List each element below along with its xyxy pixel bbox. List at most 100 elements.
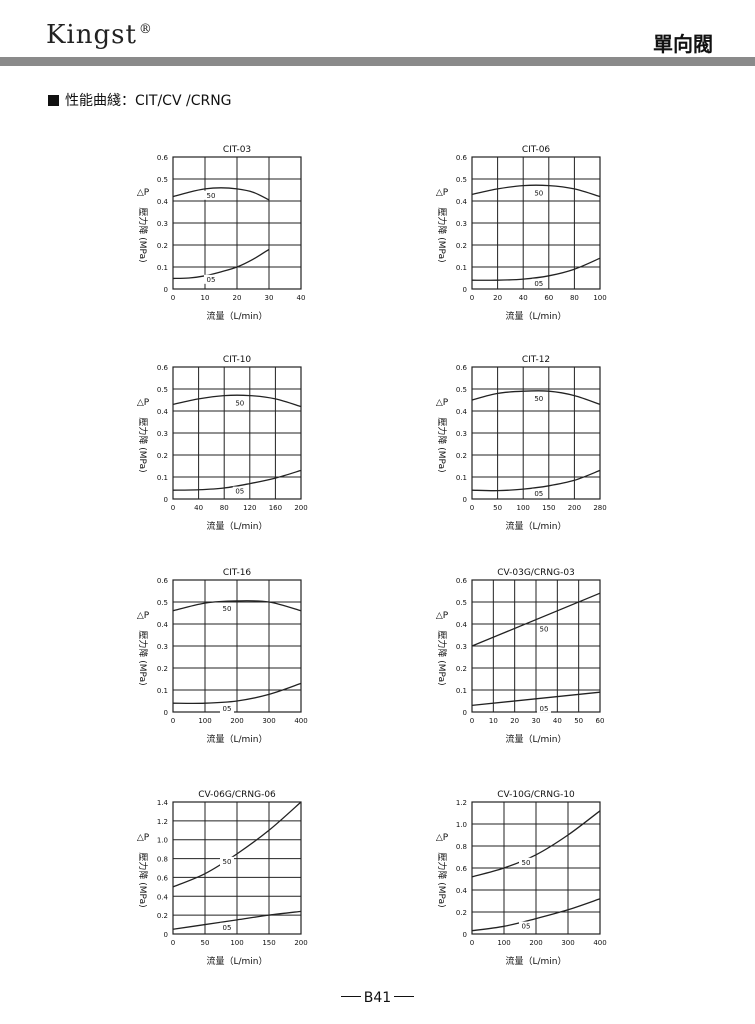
y-tick-label: 0	[164, 709, 168, 717]
plot-frame	[172, 801, 302, 935]
y-tick-label: 1.2	[157, 818, 168, 826]
series-label-bg	[519, 921, 533, 931]
series-label-bg	[220, 922, 234, 932]
y-tick-label: 0.2	[456, 242, 467, 250]
y-tick-label: 0.4	[456, 198, 468, 206]
y-tick-label: 0.6	[157, 364, 169, 372]
y-tick-label: 0.1	[157, 474, 168, 482]
series-line-05	[172, 248, 270, 280]
category-title: 單向閥	[653, 32, 713, 56]
y-tick-label: 0.5	[157, 386, 168, 394]
series-label-50: 50	[235, 400, 244, 408]
x-tick-label: 40	[194, 504, 203, 512]
x-axis-label: 流量（L/min）	[206, 310, 267, 322]
chart-cit-06	[471, 156, 601, 290]
section-heading: 性能曲綫：CIT/CV /CRNG	[48, 90, 232, 110]
x-tick-label: 0	[171, 504, 175, 512]
y-tick-label: 0.3	[157, 220, 168, 228]
y-tick-label: 0.4	[456, 621, 468, 629]
x-axis-label: 流量（L/min）	[505, 733, 566, 745]
y-tick-label: 1.0	[456, 821, 467, 829]
chart-cit-10	[172, 366, 302, 500]
x-tick-label: 100	[230, 939, 243, 947]
y-tick-label: 0.6	[456, 154, 468, 162]
series-line-50	[172, 187, 270, 201]
chart-title: CIT-03	[223, 145, 251, 155]
x-tick-label: 300	[561, 939, 574, 947]
y-axis-symbol: △P	[137, 398, 150, 408]
square-bullet-icon	[48, 95, 59, 106]
series-line-50	[471, 592, 601, 647]
x-tick-label: 200	[529, 939, 542, 947]
series-label-05: 05	[235, 488, 244, 496]
y-tick-label: 0	[463, 931, 467, 939]
y-axis-symbol: △P	[436, 398, 449, 408]
chart-title: CIT-16	[223, 568, 252, 578]
y-tick-label: 0.1	[456, 687, 467, 695]
y-tick-label: 0.6	[456, 577, 468, 585]
y-tick-label: 0.6	[157, 577, 169, 585]
y-tick-label: 0.5	[157, 176, 168, 184]
y-tick-label: 0.4	[157, 408, 169, 416]
y-tick-label: 0.5	[456, 599, 467, 607]
series-label-bg	[531, 488, 546, 498]
y-tick-label: 0	[164, 931, 168, 939]
series-label-05: 05	[534, 280, 543, 288]
page-number: B41	[0, 990, 755, 1006]
plot-frame	[172, 579, 302, 713]
y-tick-label: 0.1	[456, 264, 467, 272]
x-tick-label: 30	[532, 717, 541, 725]
y-tick-label: 1.4	[157, 799, 169, 807]
y-tick-label: 0	[463, 286, 467, 294]
series-label-bg	[220, 603, 234, 613]
series-line-50	[172, 801, 302, 888]
x-axis-label: 流量（L/min）	[505, 520, 566, 532]
series-line-05	[471, 898, 601, 932]
chart-cv-10g-crng-10	[471, 801, 601, 935]
y-tick-label: 0.3	[157, 430, 168, 438]
series-label-50: 50	[223, 858, 232, 866]
x-tick-label: 400	[593, 939, 606, 947]
x-tick-label: 300	[262, 717, 275, 725]
chart-title: CV-03G/CRNG-03	[497, 568, 575, 578]
y-tick-label: 1.2	[456, 799, 467, 807]
x-tick-label: 0	[171, 939, 175, 947]
x-tick-label: 50	[493, 504, 502, 512]
x-tick-label: 20	[510, 717, 519, 725]
page-header: Kingst ® 單向閥	[0, 0, 755, 66]
x-tick-label: 0	[470, 294, 474, 302]
y-tick-label: 0.1	[157, 687, 168, 695]
x-tick-label: 200	[568, 504, 581, 512]
chart-cit-12	[471, 366, 601, 500]
x-tick-label: 60	[544, 294, 553, 302]
x-tick-label: 0	[470, 939, 474, 947]
section-title: 性能曲綫：CIT/CV /CRNG	[65, 93, 232, 109]
y-axis-label: 壓力降 (MPa)	[137, 852, 149, 907]
x-tick-label: 160	[269, 504, 282, 512]
x-tick-label: 40	[553, 717, 562, 725]
chart-cv-03g-crng-03	[471, 579, 601, 713]
x-tick-label: 40	[519, 294, 528, 302]
y-axis-symbol: △P	[436, 188, 449, 198]
y-tick-label: 0.4	[456, 408, 468, 416]
y-tick-label: 0.4	[157, 621, 169, 629]
y-tick-label: 0.2	[456, 665, 467, 673]
y-tick-label: 0.6	[456, 364, 468, 372]
y-tick-label: 0.3	[157, 643, 168, 651]
chart-title: CIT-12	[522, 355, 550, 365]
x-tick-label: 30	[265, 294, 274, 302]
plot-frame	[471, 156, 601, 290]
y-tick-label: 0.2	[157, 242, 168, 250]
x-axis-label: 流量（L/min）	[206, 733, 267, 745]
series-label-bg	[220, 704, 234, 713]
chart-cit-16	[172, 579, 302, 713]
y-tick-label: 0	[164, 286, 168, 294]
y-tick-label: 0.6	[157, 874, 169, 882]
series-label-50: 50	[534, 395, 543, 403]
y-tick-label: 0.2	[456, 452, 467, 460]
plot-frame	[471, 801, 601, 935]
x-tick-label: 100	[593, 294, 606, 302]
y-axis-symbol: △P	[137, 188, 150, 198]
series-label-50: 50	[223, 605, 232, 613]
